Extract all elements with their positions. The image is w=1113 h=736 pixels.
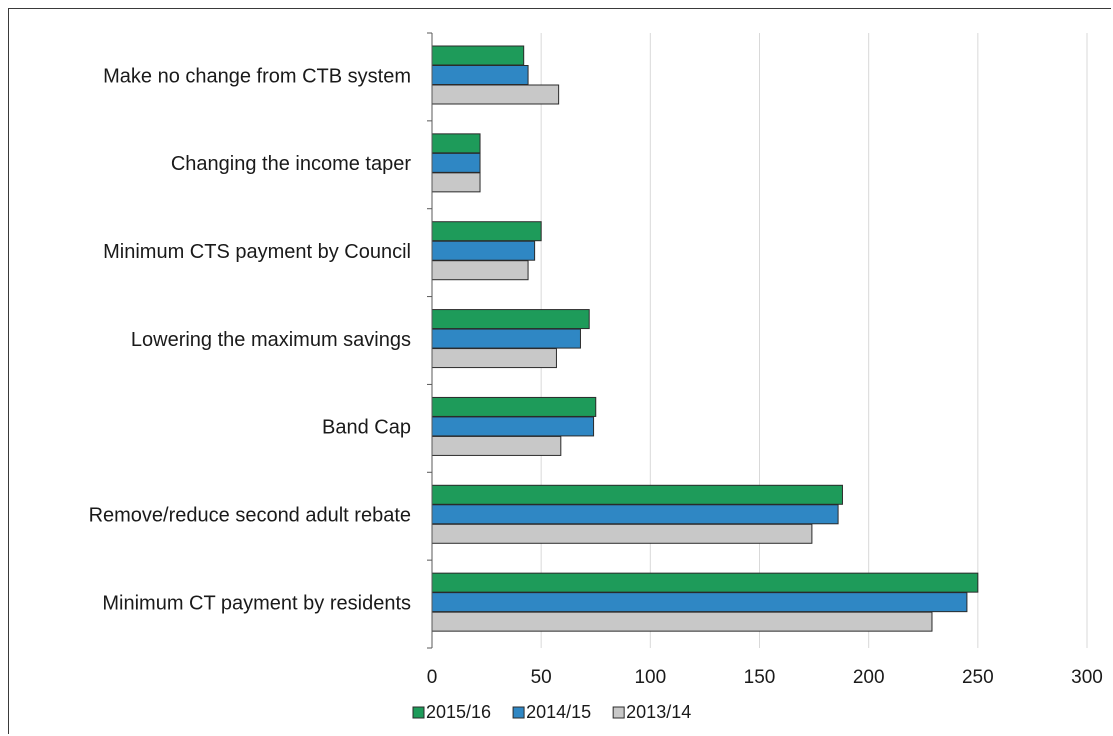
legend-label-2014-15: 2014/15 bbox=[526, 702, 591, 722]
bar-minimum-cts-payment-by-council-2015-16 bbox=[431, 221, 542, 242]
category-label-minimum-cts-payment-by-council: Minimum CTS payment by Council bbox=[103, 241, 411, 263]
legend-swatch-2014-15 bbox=[512, 706, 525, 719]
x-tick-label-50: 50 bbox=[531, 667, 552, 688]
category-label-lowering-the-maximum-savings: Lowering the maximum savings bbox=[131, 329, 411, 351]
x-tick-label-300: 300 bbox=[1071, 667, 1103, 688]
x-tick-label-100: 100 bbox=[634, 667, 666, 688]
bar-remove-reduce-second-adult-rebate-2015-16 bbox=[431, 484, 843, 505]
legend: 2015/16 2014/15 2013/14 bbox=[412, 702, 691, 722]
legend-label-2013-14: 2013/14 bbox=[626, 702, 691, 722]
gridlines bbox=[540, 33, 1088, 648]
category-label-make-no-change-from-ctb-system: Make no change from CTB system bbox=[103, 65, 411, 87]
bar-make-no-change-from-ctb-system-2013-14 bbox=[431, 84, 560, 105]
x-tick-label-0: 0 bbox=[427, 667, 438, 688]
chart-frame bbox=[8, 8, 1111, 734]
bar-changing-the-income-taper-2015-16 bbox=[431, 133, 481, 154]
bar-minimum-ct-payment-by-residents-2014-15 bbox=[431, 592, 968, 613]
bar-make-no-change-from-ctb-system-2014-15 bbox=[431, 65, 529, 85]
bar-band-cap-2013-14 bbox=[431, 435, 562, 456]
legend-label-2015-16: 2015/16 bbox=[426, 702, 491, 722]
bar-lowering-the-maximum-savings-2015-16 bbox=[431, 309, 590, 330]
bar-minimum-cts-payment-by-council-2014-15 bbox=[431, 240, 536, 261]
bar-minimum-ct-payment-by-residents-2015-16 bbox=[431, 572, 979, 593]
category-axis bbox=[427, 32, 433, 649]
bar-changing-the-income-taper-2013-14 bbox=[431, 172, 481, 193]
bar-band-cap-2014-15 bbox=[431, 416, 595, 437]
x-tick-labels: 0 50 100 150 200 250 300 bbox=[427, 667, 1103, 688]
category-label-changing-the-income-taper: Changing the income taper bbox=[171, 153, 411, 175]
bar-minimum-ct-payment-by-residents-2013-14 bbox=[431, 611, 933, 632]
category-labels: Make no change from CTB system Changing t… bbox=[89, 65, 412, 614]
bar-lowering-the-maximum-savings-2013-14 bbox=[431, 348, 557, 369]
bar-minimum-cts-payment-by-council-2013-14 bbox=[431, 260, 529, 281]
legend-swatch-2013-14 bbox=[612, 706, 625, 719]
x-tick-label-150: 150 bbox=[744, 667, 776, 688]
bars bbox=[431, 45, 979, 632]
bar-make-no-change-from-ctb-system-2015-16 bbox=[431, 45, 525, 66]
category-label-remove-reduce-second-adult-rebate: Remove/reduce second adult rebate bbox=[89, 505, 411, 527]
bar-remove-reduce-second-adult-rebate-2013-14 bbox=[431, 523, 813, 544]
bar-changing-the-income-taper-2014-15 bbox=[431, 152, 481, 173]
legend-swatch-2015-16 bbox=[412, 706, 425, 719]
bar-remove-reduce-second-adult-rebate-2014-15 bbox=[431, 504, 839, 525]
bar-lowering-the-maximum-savings-2014-15 bbox=[431, 328, 581, 349]
category-label-band-cap: Band Cap bbox=[322, 417, 411, 439]
x-tick-label-200: 200 bbox=[853, 667, 885, 688]
bar-band-cap-2015-16 bbox=[431, 396, 597, 417]
category-label-minimum-ct-payment-by-residents: Minimum CT payment by residents bbox=[102, 592, 411, 614]
x-tick-label-250: 250 bbox=[962, 667, 994, 688]
